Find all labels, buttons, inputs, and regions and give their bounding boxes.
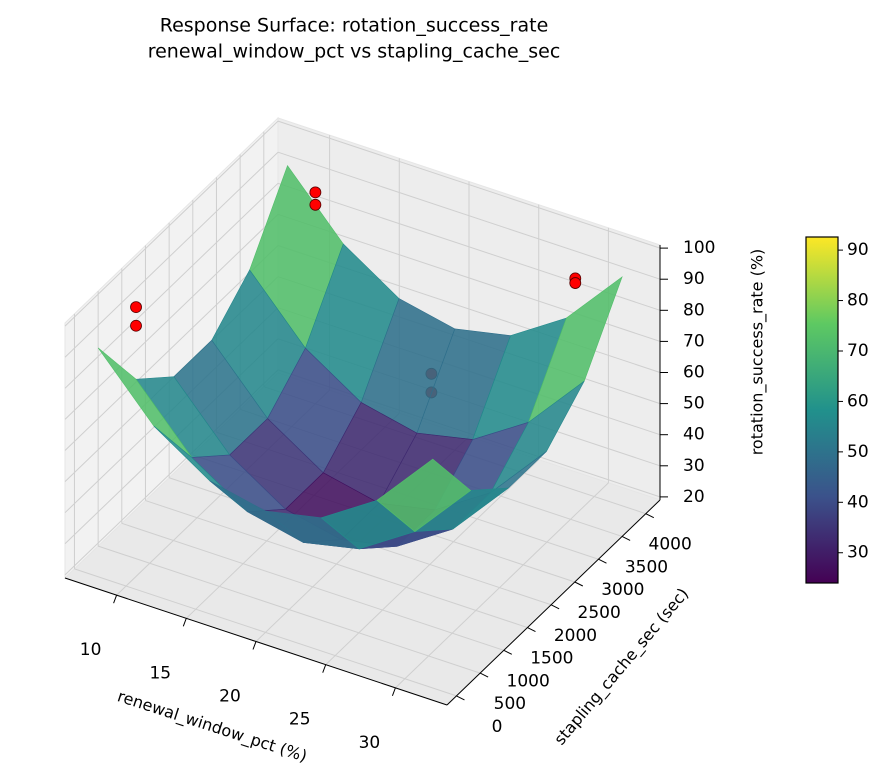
colorbar-tick-label: 50 [847,442,869,462]
grid-line [64,151,279,358]
grid-line [277,120,661,249]
colorbar-tick-label: 30 [847,543,869,563]
z-tick-label: 100 [683,238,715,258]
tick-mark [479,672,489,678]
scatter-point [130,301,142,313]
z-tick-label: 20 [683,487,705,507]
tick-mark [503,649,513,655]
y-tick-label: 1500 [530,649,573,669]
tick-mark [182,618,187,627]
y-tick-label: 1000 [507,671,550,691]
x-tick-label: 10 [80,640,102,660]
scatter-point [130,319,142,332]
tick-mark [621,535,631,541]
z-tick-label: 60 [683,363,705,383]
y-tick-label: 0 [492,717,503,737]
z-tick-label: 80 [683,300,705,320]
tick-mark [550,604,560,610]
y-tick-label: 2000 [554,626,597,646]
grid-line [395,482,609,689]
x-tick-label: 20 [219,687,241,707]
z-tick-label: 30 [683,456,705,476]
z-tick-label: 90 [683,269,705,289]
scatter-point [309,186,322,199]
colorbar [805,236,839,584]
grid-line [64,120,279,327]
colorbar-tick-label: 40 [847,492,869,512]
grid-line [64,214,279,420]
axis-line [64,577,448,706]
grid-line [97,545,481,674]
tick-mark [391,687,396,697]
tick-mark [598,558,607,564]
colorbar-tick-label: 80 [847,291,869,311]
z-axis-title: rotation_success_rate (%) [748,249,768,456]
y-tick-label: 2500 [578,603,621,623]
y-tick-label: 500 [494,694,526,714]
grid-line [145,500,528,629]
grid-line [277,151,661,280]
colorbar-tick-label: 90 [847,240,869,260]
axis-line [446,499,661,706]
grid-line [121,522,504,651]
tick-mark [322,664,327,673]
tick-mark [574,581,584,587]
x-tick-label: 30 [359,733,381,753]
grid-line [64,182,279,389]
colorbar-tick-label: 60 [847,391,869,411]
scatter-point [309,198,322,211]
z-tick-label: 50 [683,394,705,414]
tick-mark [252,641,257,650]
surface-patch [376,458,472,533]
tick-mark [527,627,536,633]
x-tick-label: 15 [149,663,171,683]
y-tick-label: 3000 [601,580,644,600]
chart-title: Response Surface: rotation_success_rate [160,15,549,37]
grid-line [64,245,279,451]
tick-mark [456,695,465,701]
z-tick-label: 40 [683,425,705,445]
chart-subtitle: renewal_window_pct vs stapling_cache_sec [148,41,561,63]
y-tick-label: 4000 [649,535,692,555]
tick-mark [113,594,118,604]
scatter-point [569,277,582,289]
z-tick-label: 70 [683,331,705,351]
x-tick-label: 25 [289,710,311,730]
grid-line [277,182,661,311]
grid-line [74,568,457,697]
tick-mark [645,513,655,519]
colorbar-tick-label: 70 [847,341,869,361]
y-tick-label: 3500 [625,557,668,577]
x-axis-title: renewal_window_pct (%) [115,686,310,765]
grid-line [325,459,540,666]
